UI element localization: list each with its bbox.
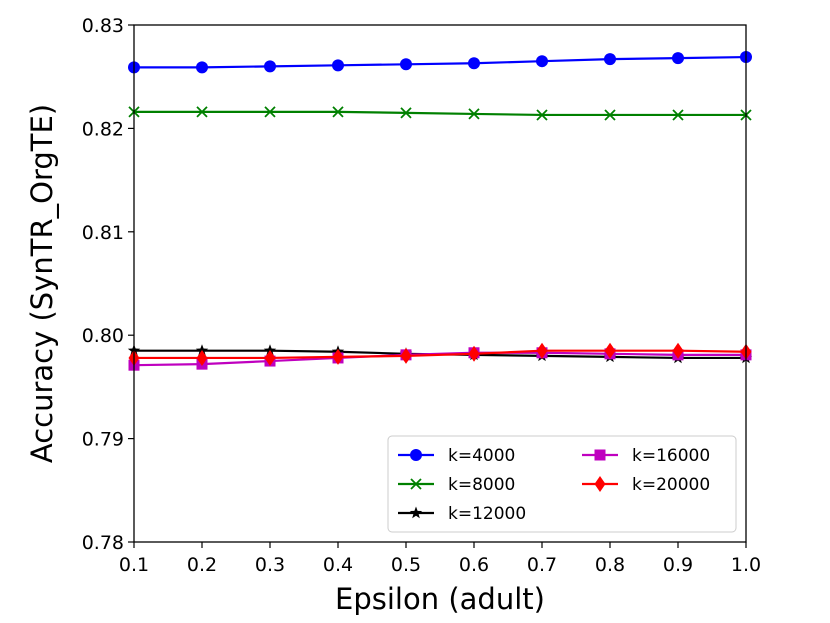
legend-item: k=20000 <box>582 475 710 495</box>
legend-item: k=8000 <box>398 475 515 495</box>
x-tick-label: 0.6 <box>459 554 489 576</box>
y-axis: 0.78 0.79 0.80 0.81 0.82 0.83 <box>82 15 134 554</box>
data-point <box>400 347 412 364</box>
data-point <box>604 342 616 359</box>
data-point <box>400 107 412 119</box>
data-point <box>332 106 344 118</box>
legend-marker <box>594 476 606 492</box>
legend-label: k=16000 <box>632 446 710 466</box>
plot-area <box>127 24 753 543</box>
data-point <box>264 60 276 73</box>
legend-item: k=12000 <box>398 504 526 524</box>
data-point <box>332 59 344 72</box>
x-axis-label: Epsilon (adult) <box>335 582 545 616</box>
y-tick-label: 0.83 <box>82 15 124 37</box>
data-point <box>536 109 548 121</box>
data-point <box>604 109 616 121</box>
series-k=4000 <box>128 51 752 74</box>
legend-marker <box>410 449 422 461</box>
data-point <box>536 342 548 359</box>
legend: k=4000 k=8000 k=12000 k=16000 k=20000 <box>387 435 737 533</box>
legend-box <box>387 435 737 533</box>
legend-marker <box>594 449 606 461</box>
legend-label: k=12000 <box>448 504 526 524</box>
series-k=20000 <box>128 342 752 366</box>
data-point <box>196 61 208 74</box>
x-tick-label: 0.7 <box>527 554 557 576</box>
x-axis: 0.1 0.2 0.3 0.4 0.5 0.6 0.7 0.8 0.9 1.0 <box>119 542 761 576</box>
y-tick-label: 0.80 <box>82 325 124 347</box>
y-axis-label: Accuracy (SynTR_OrgTE) <box>25 104 59 463</box>
legend-label: k=8000 <box>448 475 515 495</box>
x-tick-label: 0.2 <box>187 554 217 576</box>
y-tick-label: 0.81 <box>82 222 124 244</box>
y-tick-label: 0.78 <box>82 532 124 554</box>
data-point <box>196 106 208 118</box>
data-point <box>536 55 548 68</box>
series-line <box>134 55 747 69</box>
data-point <box>400 58 412 71</box>
legend-item: k=16000 <box>582 446 710 466</box>
data-point <box>196 349 208 366</box>
data-point <box>468 108 480 120</box>
x-tick-label: 0.1 <box>119 554 149 576</box>
data-point <box>468 57 480 70</box>
data-point <box>672 342 684 359</box>
series-k=8000 <box>128 106 752 121</box>
axes-frame <box>133 24 747 543</box>
data-point <box>604 53 616 66</box>
series-line <box>134 110 746 117</box>
x-tick-label: 0.5 <box>391 554 421 576</box>
legend-marker <box>409 506 423 519</box>
data-point <box>264 349 276 366</box>
y-tick-label: 0.82 <box>82 118 124 140</box>
x-tick-label: 0.9 <box>663 554 693 576</box>
x-tick-label: 0.8 <box>595 554 625 576</box>
data-point <box>468 345 480 362</box>
x-tick-label: 1.0 <box>731 554 761 576</box>
data-point <box>672 52 684 65</box>
data-point <box>672 109 684 121</box>
legend-label: k=20000 <box>632 475 710 495</box>
x-tick-label: 0.4 <box>323 554 353 576</box>
legend-marker <box>410 478 422 490</box>
legend-label: k=4000 <box>448 446 515 466</box>
x-tick-label: 0.3 <box>255 554 285 576</box>
data-point <box>332 348 344 365</box>
y-tick-label: 0.79 <box>82 429 124 451</box>
legend-item: k=4000 <box>398 446 515 466</box>
series-line <box>134 349 747 360</box>
data-point <box>264 106 276 118</box>
